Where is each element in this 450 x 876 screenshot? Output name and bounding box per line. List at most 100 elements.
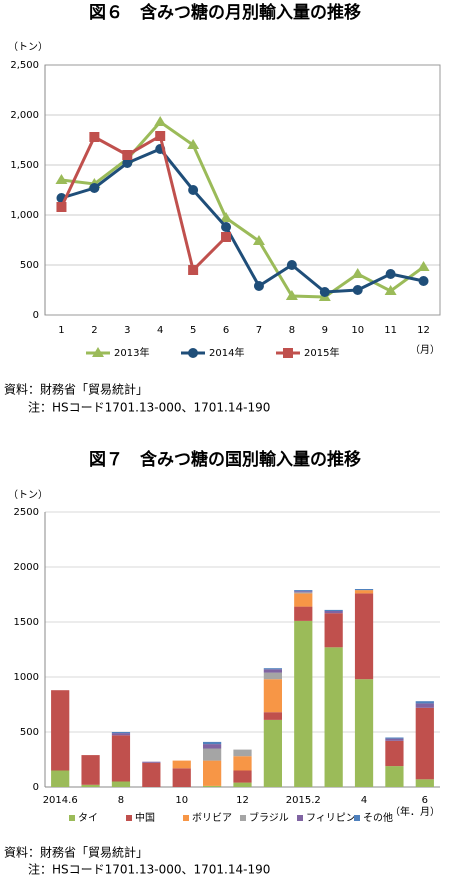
bar-segment	[294, 620, 313, 787]
bar-segment	[415, 707, 434, 780]
bar-segment	[203, 748, 222, 761]
bar-segment	[294, 593, 313, 607]
marker	[253, 281, 264, 291]
x-unit: （年．月）	[390, 805, 440, 818]
legend-label: フィリピン	[306, 812, 356, 824]
bar-segment	[233, 749, 252, 757]
legend-swatch	[354, 815, 360, 821]
note: 注：HSコード1701.13-000、1701.14-190	[28, 862, 270, 876]
bar-segment	[294, 592, 313, 594]
x-tick-label: 6	[223, 325, 229, 336]
bar-segment	[415, 779, 434, 787]
bar-segment	[354, 593, 374, 680]
x-tick-label: 10	[351, 325, 364, 336]
y-tick-label: 1000	[14, 672, 39, 683]
y-tick-label: 500	[20, 260, 39, 271]
bar-segment	[263, 672, 282, 680]
marker	[89, 132, 100, 142]
bar-segment	[81, 784, 100, 787]
bar-segment	[263, 719, 282, 787]
bar-segment	[81, 755, 100, 785]
bar-segment	[324, 609, 343, 611]
bar-segment	[263, 712, 282, 720]
bar-segment	[172, 760, 191, 769]
series-line	[60, 133, 228, 273]
legend-label: 2013年	[114, 346, 149, 359]
bar-segment	[203, 760, 222, 786]
marker	[351, 268, 364, 278]
bar-segment	[172, 768, 191, 787]
legend-swatch	[126, 815, 132, 821]
bar-segment	[111, 733, 131, 736]
x-tick-label: 3	[124, 325, 130, 336]
legend-label: その他	[363, 811, 393, 824]
x-unit: （月）	[410, 344, 440, 356]
marker	[188, 265, 199, 275]
source: 資料：財務省「貿易統計」	[4, 845, 148, 860]
marker	[352, 285, 363, 295]
bar-segment	[111, 732, 131, 734]
bar-segment	[233, 782, 252, 787]
bar-segment	[294, 590, 313, 592]
bar-segment	[324, 611, 343, 614]
marker	[252, 235, 265, 245]
x-tick-label: 4	[361, 795, 367, 806]
marker	[385, 269, 396, 279]
marker	[55, 174, 68, 184]
legend-label: ブラジル	[249, 811, 289, 824]
x-tick-label: 8	[118, 795, 124, 806]
bar-segment	[354, 589, 374, 591]
x-tick-label: 12	[236, 795, 249, 806]
x-tick-label: 11	[384, 325, 397, 336]
marker	[285, 290, 298, 300]
bar-segment	[51, 690, 70, 771]
y-tick-label: 1500	[14, 617, 39, 628]
y-unit: （トン）	[8, 489, 48, 501]
legend-label: ボリビア	[192, 812, 232, 824]
marker	[384, 285, 397, 295]
marker	[417, 261, 430, 271]
bar-segment	[51, 770, 70, 787]
marker	[188, 348, 198, 358]
y-unit: （トン）	[8, 41, 48, 53]
bar-segment	[203, 741, 222, 745]
series-line	[61, 120, 425, 299]
x-tick-label: 5	[190, 325, 196, 336]
y-tick-label: 1,000	[10, 210, 39, 221]
x-tick-label: 10	[175, 795, 188, 806]
bar-segment	[385, 740, 404, 767]
marker	[319, 287, 330, 297]
y-tick-label: 2,000	[10, 110, 39, 121]
marker	[188, 185, 199, 195]
y-tick-label: 2000	[14, 562, 39, 573]
marker	[221, 222, 232, 232]
bar-segment	[324, 613, 343, 648]
y-tick-label: 0	[33, 782, 39, 793]
legend-label: 2014年	[209, 346, 244, 359]
marker	[286, 260, 297, 270]
marker	[283, 348, 293, 358]
bar-segment	[294, 591, 313, 593]
marker	[154, 116, 167, 126]
y-tick-label: 2500	[14, 507, 39, 518]
series-line	[61, 147, 424, 294]
legend-swatch	[183, 815, 189, 821]
marker	[187, 139, 200, 149]
legend-label: 中国	[135, 811, 155, 824]
y-tick-label: 500	[20, 727, 39, 738]
y-tick-label: 2,500	[10, 60, 39, 71]
bar-segment	[263, 679, 282, 713]
chart-title: 図６ 含みつ糖の月別輸入量の推移	[89, 2, 361, 23]
bar-segment	[415, 701, 434, 704]
marker	[155, 131, 166, 141]
x-tick-label: 7	[256, 325, 262, 336]
bar-segment	[263, 668, 282, 670]
bar-segment	[111, 735, 131, 782]
x-tick-label: 1	[58, 325, 64, 336]
marker	[220, 212, 233, 222]
x-tick-label: 9	[322, 325, 328, 336]
marker	[122, 158, 133, 168]
source: 資料：財務省「貿易統計」	[4, 382, 148, 397]
bar-segment	[263, 669, 282, 673]
